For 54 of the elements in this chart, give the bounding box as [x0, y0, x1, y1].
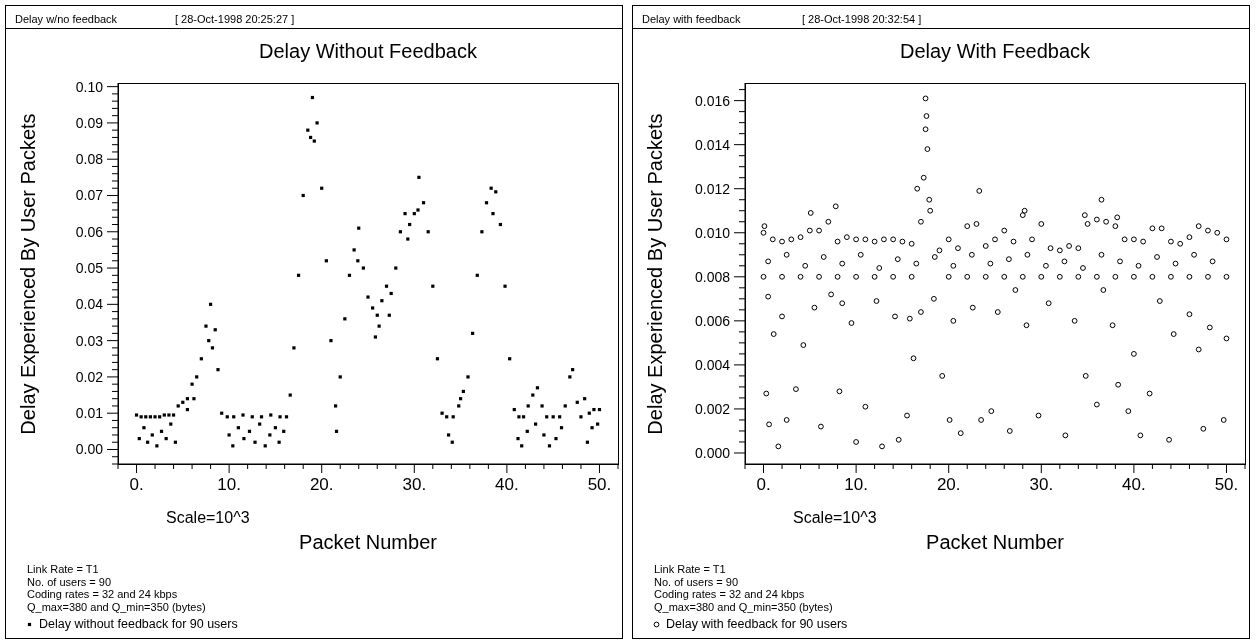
- chart-title: Delay Without Feedback: [259, 40, 477, 62]
- y-axis-title: Delay Experienced By User Packets: [644, 112, 666, 435]
- text: Link Rate = T1: [654, 563, 726, 575]
- y-tick-label: 0.01: [75, 405, 104, 422]
- x-tick-label: 20.: [309, 475, 334, 494]
- x-tick-label: 50.: [1214, 475, 1239, 494]
- y-tick-label: 0.03: [75, 332, 104, 349]
- text: Delay with feedback: [642, 13, 741, 26]
- y-tick-label: 0.012: [694, 180, 731, 197]
- text: Scale=10^3: [166, 509, 250, 527]
- y-axis-title: Delay Experienced By User Packets: [17, 112, 39, 435]
- y-tick-label: 0.04: [75, 296, 104, 313]
- y-tick-label: 0.08: [75, 151, 104, 168]
- x-tick-label: 10.: [844, 475, 868, 494]
- y-tick-label: 0.02: [75, 368, 104, 385]
- text: Q_max=380 and Q_min=350 (bytes): [27, 601, 206, 614]
- y-tick-label: 0.00: [75, 441, 104, 458]
- text: Coding rates = 32 and 24 kbps: [654, 588, 805, 601]
- x-tick-label: 50.: [587, 475, 612, 494]
- y-tick-label: 0.002: [694, 400, 731, 417]
- chart-title: Delay With Feedback: [899, 40, 1091, 62]
- legend-label: Delay without feedback for 90 users: [39, 617, 238, 632]
- x-tick-label: 10.: [217, 475, 241, 494]
- y-tick-label: 0.016: [694, 92, 731, 109]
- legend-label: Delay with feedback for 90 users: [666, 617, 848, 632]
- text: Link Rate = T1: [27, 563, 99, 575]
- y-tick-label: 0.06: [75, 223, 104, 240]
- text: Q_max=380 and Q_min=350 (bytes): [654, 601, 833, 614]
- text: [ 28-Oct-1998 20:25:27 ]: [175, 13, 295, 26]
- x-axis-title: Packet Number: [926, 531, 1064, 553]
- y-tick-label: 0.05: [75, 259, 104, 276]
- y-tick-label: 0.008: [694, 268, 731, 285]
- y-tick-label: 0.09: [75, 114, 104, 131]
- x-axis-title: Packet Number: [299, 531, 437, 553]
- y-tick-label: 0.07: [75, 187, 104, 204]
- x-tick-label: 0.: [756, 475, 771, 494]
- text: No. of users = 90: [654, 575, 739, 588]
- text: No. of users = 90: [27, 575, 112, 588]
- x-tick-label: 30.: [402, 475, 427, 494]
- x-tick-label: 40.: [1122, 475, 1146, 494]
- text: Scale=10^3: [793, 509, 877, 527]
- text: Coding rates = 32 and 24 kbps: [27, 588, 178, 601]
- y-tick-label: 0.010: [694, 224, 731, 241]
- x-tick-label: 0.: [129, 475, 144, 494]
- y-tick-label: 0.006: [694, 312, 731, 329]
- text: [ 28-Oct-1998 20:32:54 ]: [802, 13, 922, 26]
- x-tick-label: 30.: [1029, 475, 1054, 494]
- y-tick-label: 0.014: [694, 136, 731, 153]
- text: Delay w/no feedback: [15, 13, 118, 26]
- x-tick-label: 20.: [936, 475, 961, 494]
- x-tick-label: 40.: [495, 475, 519, 494]
- y-tick-label: 0.10: [75, 78, 104, 95]
- y-tick-label: 0.000: [694, 444, 731, 461]
- y-tick-label: 0.004: [694, 356, 731, 373]
